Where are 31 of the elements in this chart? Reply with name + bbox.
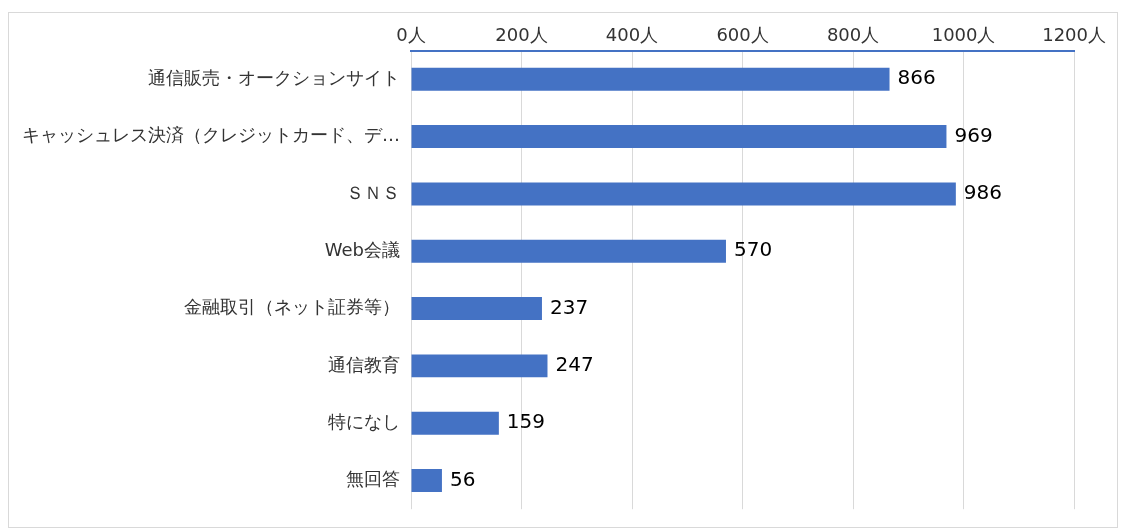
y-tick-label: 特になし [328, 410, 400, 432]
bar [411, 354, 548, 378]
data-label: 969 [954, 122, 993, 147]
bar [411, 125, 947, 149]
x-tick-label: 200人 [495, 24, 548, 46]
data-label: 247 [555, 352, 594, 377]
bar [411, 182, 956, 206]
bar [411, 67, 890, 91]
x-tick-label: 1000人 [931, 24, 996, 46]
y-tick-label: 無回答 [346, 468, 400, 490]
y-tick-label: ＳＮＳ [346, 181, 400, 203]
y-tick-label: 通信販売・オークションサイト [148, 66, 400, 88]
x-tick-label: 1200人 [1042, 24, 1106, 46]
bar [411, 239, 726, 263]
data-label: 56 [449, 466, 476, 491]
y-tick-label: Web会議 [324, 238, 400, 260]
x-tick-label: 800人 [826, 24, 880, 46]
data-label: 159 [506, 409, 546, 434]
x-tick-label: 0人 [396, 24, 426, 46]
data-label: 237 [549, 294, 589, 319]
data-label: 986 [963, 180, 1003, 205]
bar [411, 469, 442, 492]
x-tick-label: 400人 [605, 24, 659, 46]
data-label: 570 [733, 237, 773, 262]
y-tick-label: キャッシュレス決済（クレジットカード、デ… [22, 124, 400, 146]
y-tick-label: 金融取引（ネット証券等） [184, 296, 400, 318]
data-label: 866 [897, 65, 936, 90]
bar [411, 297, 542, 321]
bar [411, 411, 499, 435]
y-tick-label: 通信教育 [328, 353, 400, 375]
x-tick-label: 600人 [716, 24, 769, 46]
